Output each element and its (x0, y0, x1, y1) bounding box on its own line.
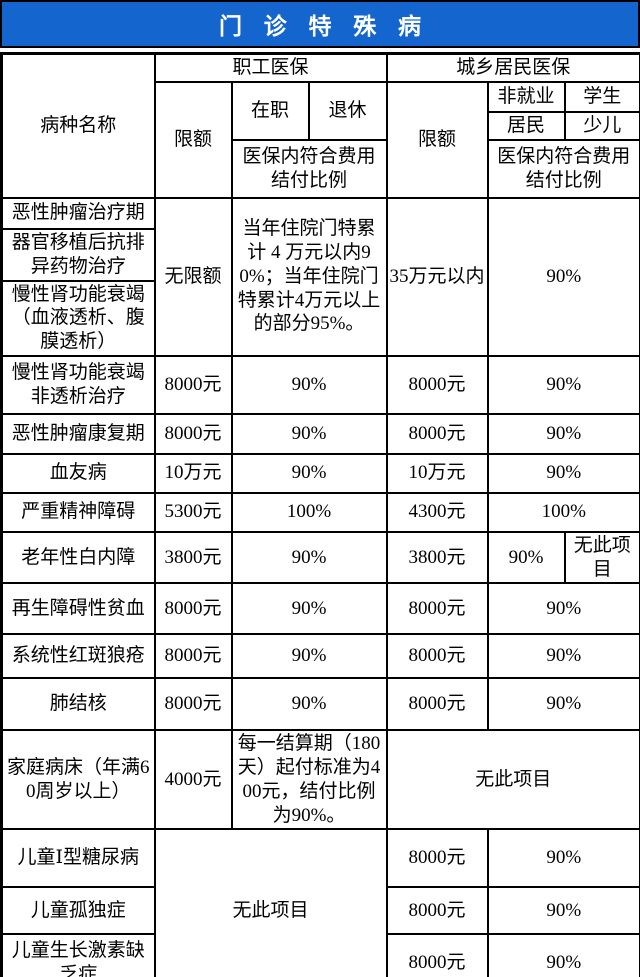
disease-cell: 老年性白内障 (0, 530, 156, 585)
employee-limit-cell: 4000元 (153, 729, 233, 831)
resident-ratio-cell: 90% (486, 886, 640, 936)
resident-ratio-cell: 100% (486, 491, 640, 533)
employee-limit-cell: 10万元 (153, 452, 233, 494)
header-resident-insurance: 城乡居民医保 (385, 52, 640, 83)
employee-ratio-cell: 100% (230, 491, 388, 533)
employee-ratio-cell: 90% (230, 582, 388, 636)
header-resident-ratio-label: 医保内符合费用 结付比例 (486, 138, 640, 199)
employee-limit-cell: 5300元 (153, 491, 233, 533)
disease-cell: 严重精神障碍 (0, 491, 156, 533)
resident-limit-cell: 4300元 (385, 491, 489, 533)
employee-ratio-cell: 当年住院门特累计 4 万元以内90%；当年住院门特累计4万元以上的部分95%。 (230, 196, 388, 357)
disease-cell: 再生障碍性贫血 (0, 582, 156, 636)
resident-limit-cell: 8000元 (385, 412, 489, 455)
resident-no-item-cell: 无此项目 (385, 729, 640, 831)
disease-cell: 系统性红斑狼疮 (0, 633, 156, 680)
page-title-text: 门 诊 特 殊 病 (219, 14, 429, 39)
header-employee-insurance: 职工医保 (153, 52, 388, 83)
resident-ratio-cell: 90% (486, 677, 640, 732)
resident-limit-cell: 35万元以内 (385, 196, 489, 357)
disease-cell: 儿童生长激素缺乏症 (0, 933, 156, 977)
header-resident-nonworking-bottom: 居民 (486, 110, 566, 141)
header-employee-active: 在职 (230, 80, 310, 141)
resident-ratio-cell: 90% (486, 828, 640, 889)
header-employee-limit: 限额 (153, 80, 233, 199)
header-resident-limit: 限额 (385, 80, 489, 199)
header-employee-retired: 退休 (307, 80, 388, 141)
employee-limit-cell: 8000元 (153, 677, 233, 732)
disease-cell: 儿童Ⅰ型糖尿病 (0, 828, 156, 889)
special-disease-table: 病种名称 职工医保 城乡居民医保 限额 在职 退休 限额 非就业 学生 居民 少… (0, 52, 640, 977)
resident-limit-cell: 8000元 (385, 633, 489, 680)
employee-limit-cell: 3800元 (153, 530, 233, 585)
employee-no-item-cell: 无此项目 (153, 828, 388, 977)
resident-student-ratio-cell: 无此项目 (563, 530, 640, 585)
employee-ratio-cell: 90% (230, 452, 388, 494)
employee-limit-cell: 8000元 (153, 354, 233, 415)
resident-ratio-cell: 90% (486, 933, 640, 977)
disease-cell: 慢性肾功能衰竭（血液透析、腹膜透析） (0, 279, 156, 357)
employee-ratio-cell: 每一结算期（180天）起付标准为400元，结付比例为90%。 (230, 729, 388, 831)
resident-limit-cell: 3800元 (385, 530, 489, 585)
resident-limit-cell: 8000元 (385, 933, 489, 977)
disease-cell: 器官移植后抗排异药物治疗 (0, 227, 156, 282)
disease-cell: 家庭病床（年满60周岁以上） (0, 729, 156, 831)
resident-limit-cell: 8000元 (385, 582, 489, 636)
employee-ratio-cell: 90% (230, 412, 388, 455)
disease-cell: 恶性肿瘤治疗期 (0, 196, 156, 230)
disease-cell: 儿童孤独症 (0, 886, 156, 936)
header-resident-student-bottom: 少儿 (563, 110, 640, 141)
disease-cell: 恶性肿瘤康复期 (0, 412, 156, 455)
resident-nonworking-ratio-cell: 90% (486, 530, 566, 585)
resident-limit-cell: 8000元 (385, 886, 489, 936)
disease-cell: 慢性肾功能衰竭非透析治疗 (0, 354, 156, 415)
employee-ratio-cell: 90% (230, 354, 388, 415)
resident-ratio-cell: 90% (486, 196, 640, 357)
employee-limit-cell: 8000元 (153, 633, 233, 680)
resident-ratio-cell: 90% (486, 633, 640, 680)
page-title: 门 诊 特 殊 病 (0, 0, 640, 48)
disease-cell: 肺结核 (0, 677, 156, 732)
resident-limit-cell: 8000元 (385, 677, 489, 732)
resident-ratio-cell: 90% (486, 412, 640, 455)
disease-cell: 血友病 (0, 452, 156, 494)
resident-limit-cell: 8000元 (385, 828, 489, 889)
employee-limit-cell: 8000元 (153, 412, 233, 455)
header-resident-nonworking-top: 非就业 (486, 80, 566, 113)
header-resident-student-top: 学生 (563, 80, 640, 113)
resident-limit-cell: 10万元 (385, 452, 489, 494)
resident-ratio-cell: 90% (486, 582, 640, 636)
employee-ratio-cell: 90% (230, 677, 388, 732)
resident-limit-cell: 8000元 (385, 354, 489, 415)
employee-ratio-cell: 90% (230, 633, 388, 680)
employee-ratio-cell: 90% (230, 530, 388, 585)
resident-ratio-cell: 90% (486, 452, 640, 494)
header-disease-name: 病种名称 (0, 52, 156, 199)
resident-ratio-cell: 90% (486, 354, 640, 415)
employee-limit-cell: 无限额 (153, 196, 233, 357)
employee-limit-cell: 8000元 (153, 582, 233, 636)
header-employee-ratio-label: 医保内符合费用 结付比例 (230, 138, 388, 199)
